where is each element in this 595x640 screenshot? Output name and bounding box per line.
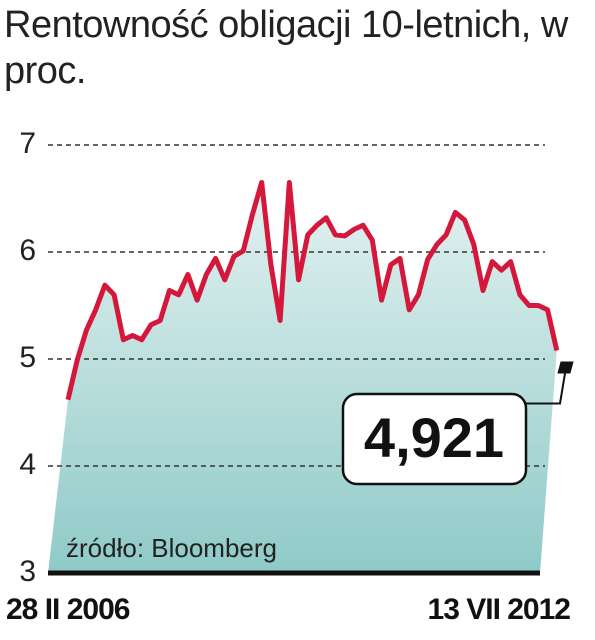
x-tick-label: 28 II 2006 <box>6 593 130 626</box>
value-label: 4,921 <box>364 406 504 469</box>
y-tick-label: 7 <box>19 127 36 160</box>
end-marker <box>557 361 574 374</box>
connector <box>526 367 567 405</box>
y-tick-label: 6 <box>19 234 36 267</box>
y-tick-label: 3 <box>19 555 36 588</box>
y-tick-label: 4 <box>19 448 36 481</box>
source: źródło: Bloomberg <box>66 533 277 563</box>
area <box>48 182 557 573</box>
label-box <box>341 392 528 486</box>
chart-title: Rentowność obligacji 10-letnich, w proc. <box>4 4 568 92</box>
y-tick-label: 5 <box>19 341 36 374</box>
x-tick-label: 13 VII 2012 <box>428 593 571 626</box>
line <box>65 179 560 401</box>
